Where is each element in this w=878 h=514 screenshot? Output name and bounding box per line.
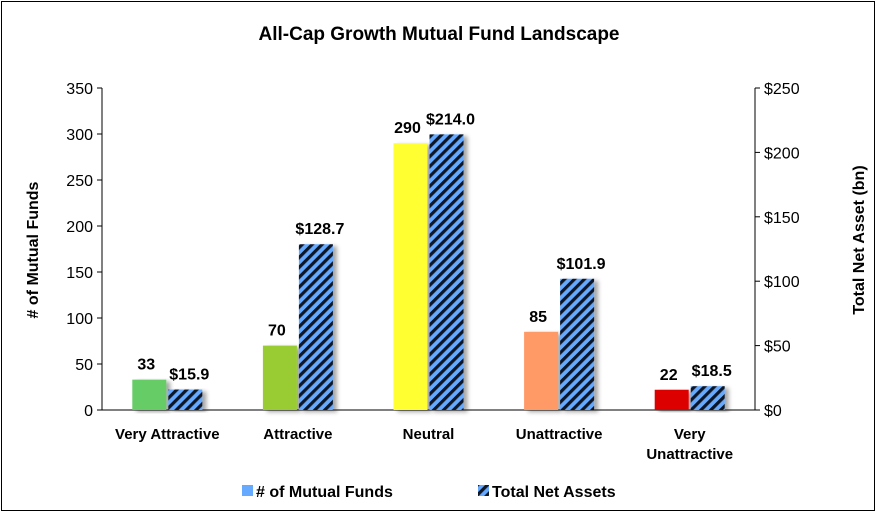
category-label: Attractive xyxy=(263,426,332,443)
data-label-assets: $101.9 xyxy=(557,256,606,273)
legend-label-funds: # of Mutual Funds xyxy=(256,484,393,501)
legend: # of Mutual Funds Total Net Assets xyxy=(242,484,616,501)
y2-axis-title: Total Net Asset (bn) xyxy=(851,165,868,314)
bars xyxy=(132,134,725,411)
category-label: Very Unattractive xyxy=(646,426,733,463)
bar-net-assets xyxy=(560,278,595,410)
left-tick-label: 100 xyxy=(66,311,93,328)
bar-net-assets xyxy=(298,244,333,410)
data-label-assets: $15.9 xyxy=(169,367,209,384)
chart-title: All-Cap Growth Mutual Fund Landscape xyxy=(259,24,620,45)
data-label-funds: 70 xyxy=(268,323,286,340)
category-label: Very Attractive xyxy=(115,426,220,443)
left-tick-label: 50 xyxy=(75,357,93,374)
right-tick-label: $250 xyxy=(764,81,800,98)
data-label-funds: 85 xyxy=(529,309,547,326)
left-axis: 0 50 100 150 200 250 300 350 xyxy=(66,81,103,420)
bar-mutual-funds xyxy=(393,143,428,410)
data-label-assets: $128.7 xyxy=(295,221,344,238)
bar-mutual-funds xyxy=(524,331,559,410)
y-axis-title: # of Mutual Funds xyxy=(25,181,42,318)
bar-net-assets xyxy=(429,134,464,411)
data-labels: 33 $15.9 70 $128.7 290 $214.0 85 $101.9 22 $18.5 xyxy=(137,111,731,383)
right-tick-label: $50 xyxy=(764,339,791,356)
data-label-funds: 22 xyxy=(660,367,678,384)
left-tick-label: 200 xyxy=(66,219,93,236)
left-tick-label: 300 xyxy=(66,127,93,144)
data-label-assets: $214.0 xyxy=(426,111,475,128)
bar-net-assets xyxy=(168,389,203,410)
right-tick-label: $100 xyxy=(764,274,800,291)
right-axis: $0 $50 $100 $150 $200 $250 xyxy=(754,81,800,420)
category-label: Unattractive xyxy=(516,426,603,443)
bar-mutual-funds xyxy=(132,379,167,410)
x-axis: Very Attractive Attractive Neutral Unattrac… xyxy=(102,409,755,463)
right-tick-label: $0 xyxy=(764,403,782,420)
left-tick-label: 150 xyxy=(66,265,93,282)
bar-mutual-funds xyxy=(262,345,297,410)
data-label-funds: 33 xyxy=(137,357,155,374)
bar-net-assets xyxy=(690,386,725,410)
left-tick-label: 250 xyxy=(66,173,93,190)
right-tick-label: $150 xyxy=(764,210,800,227)
data-label-assets: $18.5 xyxy=(692,363,732,380)
legend-swatch-assets xyxy=(478,485,489,496)
category-label: Neutral xyxy=(403,426,455,443)
data-label-funds: 290 xyxy=(394,120,421,137)
left-tick-label: 0 xyxy=(84,403,93,420)
right-tick-label: $200 xyxy=(764,145,800,162)
legend-label-assets: Total Net Assets xyxy=(492,484,616,501)
legend-swatch-funds xyxy=(242,485,253,496)
bar-mutual-funds xyxy=(654,389,689,410)
left-tick-label: 350 xyxy=(66,81,93,98)
